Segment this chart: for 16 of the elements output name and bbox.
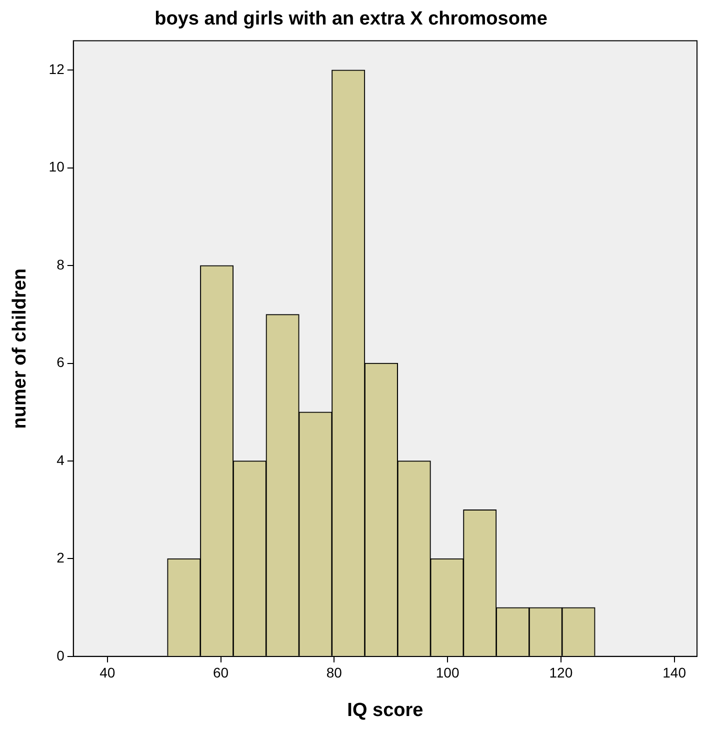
x-tick-label: 60 [212,664,229,681]
y-tick-label: 2 [56,550,65,566]
x-tick-label: 100 [436,664,460,681]
y-tick-label: 4 [56,452,65,468]
x-tick-label: 140 [662,664,686,681]
y-tick-label: 12 [48,60,65,77]
x-tick-label: 80 [326,664,342,681]
y-tick-label: 8 [56,256,65,272]
y-tick-label: 0 [56,647,65,664]
chart-title: boys and girls with an extra X chromosome [154,8,548,30]
x-tick-label: 40 [100,664,116,681]
x-axis-title: IQ score [347,700,424,721]
x-tick-label: 120 [549,664,573,681]
y-tick-label: 10 [48,158,65,175]
y-tick-label: 6 [56,354,65,370]
y-axis-title: numer of children [10,268,31,429]
